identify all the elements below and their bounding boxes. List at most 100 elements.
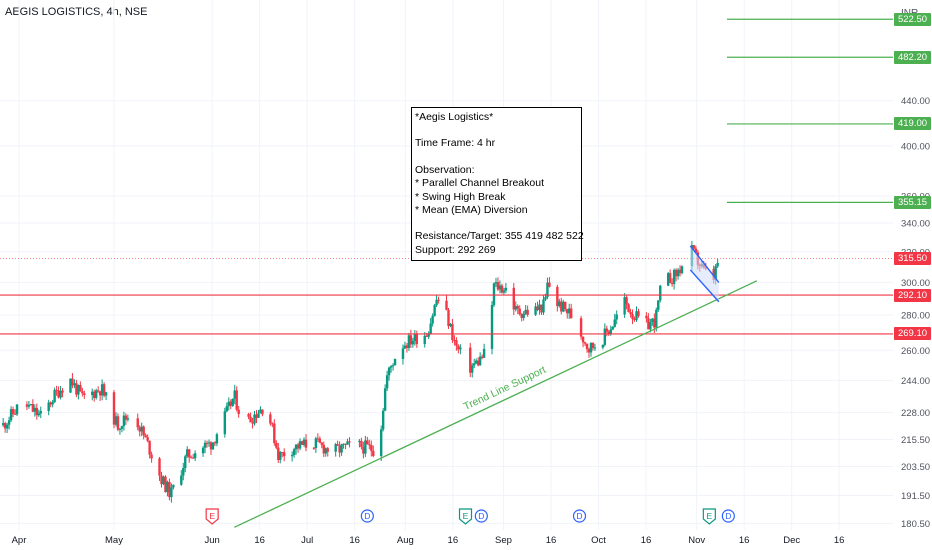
event-marker-label: D (478, 511, 484, 521)
candle-body (77, 385, 80, 395)
candle-body (379, 429, 383, 457)
candle-body (368, 444, 371, 446)
candle-body (172, 484, 175, 488)
dividend-marker (360, 509, 374, 523)
candle-body (49, 402, 52, 405)
candle-body (302, 439, 306, 445)
candle-body (712, 268, 715, 280)
candle-body (231, 398, 234, 406)
earnings-marker (458, 508, 473, 525)
candle-body (623, 297, 626, 315)
candle-body (605, 328, 609, 332)
candle-body (247, 414, 250, 417)
candle-body (504, 287, 508, 291)
x-tick-label: Oct (591, 535, 606, 546)
candle-body (279, 452, 282, 461)
y-tick-label: 228.00 (901, 408, 930, 419)
candle-body (79, 385, 82, 392)
candle-body (235, 390, 238, 410)
candle-body (104, 392, 108, 396)
candle-body (627, 304, 630, 312)
candle-body (73, 383, 76, 386)
candle-body (348, 441, 351, 443)
candle-body (556, 286, 559, 307)
candle-body (581, 336, 585, 343)
candle-body (393, 358, 397, 366)
price-badge: 315.50 (894, 252, 931, 265)
candle-body (647, 318, 650, 330)
candle-body (609, 329, 612, 334)
candle-body (304, 439, 308, 448)
candle-body (342, 443, 345, 445)
candle-body (91, 391, 94, 396)
candle-body (15, 404, 19, 415)
candle-body (71, 378, 74, 386)
channel-fill (690, 245, 719, 302)
earnings-marker (205, 508, 219, 525)
candle-body (433, 305, 436, 316)
candle-body (415, 333, 419, 345)
candle-body (649, 321, 652, 330)
candle-body (522, 313, 525, 318)
candle-body (526, 309, 529, 315)
candle-body (249, 416, 252, 423)
candle-body (676, 269, 680, 277)
candle-body (657, 300, 660, 310)
candle-body (607, 331, 610, 334)
candle-body (100, 384, 104, 396)
y-tick-label: 260.00 (901, 346, 930, 357)
candle-body (290, 454, 294, 457)
candle-body (209, 442, 213, 450)
note-line: * Swing High Break (415, 190, 506, 203)
note-line: Support: 292 269 (415, 243, 496, 256)
x-tick-label: Jul (301, 535, 313, 546)
candle-body (25, 404, 29, 407)
candle-body (451, 323, 454, 341)
candle-body (223, 411, 227, 435)
x-tick-label: 16 (254, 535, 265, 546)
candle-body (29, 404, 33, 406)
candle-body (166, 481, 169, 493)
candle-body (184, 456, 187, 469)
trend-line-label: Trend Line Support (462, 364, 548, 413)
candle-body (362, 446, 365, 454)
x-tick-label: Nov (688, 535, 705, 546)
candle-body (98, 391, 102, 396)
candle-body (75, 383, 78, 395)
candle-body (292, 449, 296, 455)
chart-title: AEGIS LOGISTICS, 4h, NSE (5, 6, 148, 18)
candle-body (692, 245, 696, 249)
event-marker-label: E (706, 511, 712, 521)
note-line (415, 151, 578, 164)
analysis-note-box[interactable]: *Aegis Logistics* Time Frame: 4 hr Observa… (411, 107, 584, 261)
candle-body (340, 444, 343, 453)
candle-body (568, 308, 571, 314)
candle-body (257, 413, 260, 418)
y-tick-label: 215.50 (901, 435, 930, 446)
candle-body (633, 319, 636, 321)
candle-body (601, 344, 605, 348)
candle-body (53, 389, 56, 403)
channel-upper-line (689, 245, 720, 283)
candle-body (383, 388, 387, 411)
candle-body (437, 299, 440, 301)
candle-body (31, 404, 35, 412)
candle-body (215, 434, 219, 444)
candle-body (7, 420, 11, 425)
candle-body (564, 301, 567, 310)
y-tick-label: 300.00 (901, 278, 930, 289)
candle-body (457, 345, 460, 350)
candle-body (233, 390, 236, 399)
candle-body (55, 389, 58, 391)
candle-body (459, 347, 462, 350)
candle-body (613, 319, 616, 327)
candle-body (259, 409, 262, 414)
x-tick-label: Aug (397, 535, 414, 546)
candle-body (427, 334, 430, 337)
candle-body (124, 415, 128, 420)
candle-body (473, 363, 476, 366)
note-line (415, 124, 578, 137)
candle-body (674, 269, 678, 277)
event-marker-label: D (364, 511, 370, 521)
